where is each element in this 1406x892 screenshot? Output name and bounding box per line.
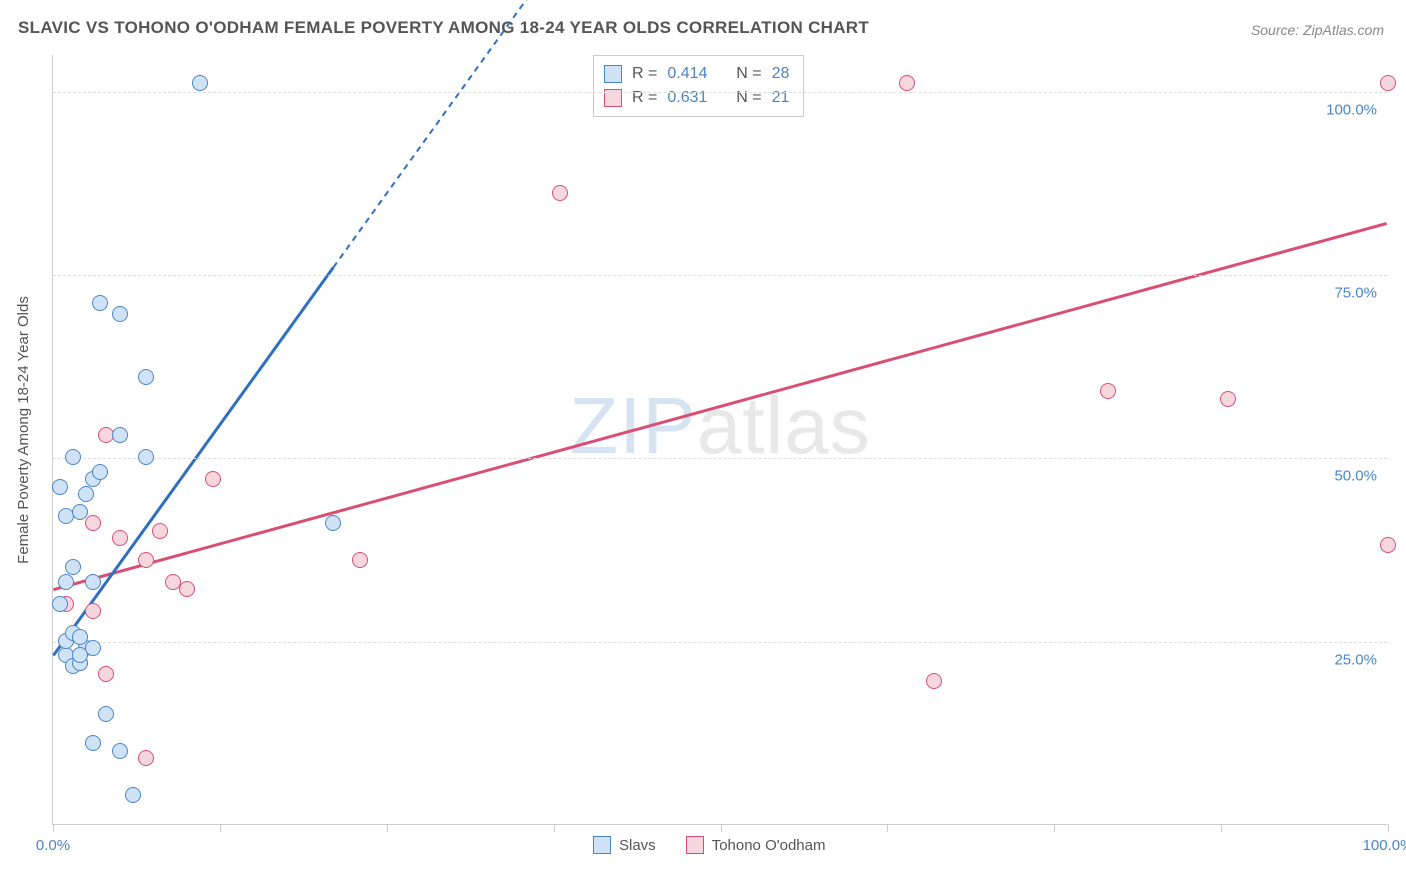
data-point-tohono xyxy=(179,581,195,597)
gridline-h xyxy=(53,275,1387,276)
data-point-slavs xyxy=(58,574,74,590)
data-point-tohono xyxy=(352,552,368,568)
x-tick xyxy=(1054,824,1055,832)
data-point-slavs xyxy=(112,743,128,759)
y-tick-label: 75.0% xyxy=(1334,285,1377,302)
data-point-slavs xyxy=(52,596,68,612)
series-legend: Slavs Tohono O'odham xyxy=(593,836,825,854)
gridline-h xyxy=(53,642,1387,643)
data-point-tohono xyxy=(112,530,128,546)
data-point-tohono xyxy=(138,552,154,568)
y-tick-label: 25.0% xyxy=(1334,651,1377,668)
data-point-slavs xyxy=(92,464,108,480)
data-point-slavs xyxy=(78,486,94,502)
slavs-n-value: 28 xyxy=(772,62,790,86)
x-tick xyxy=(887,824,888,832)
data-point-slavs xyxy=(138,369,154,385)
gridline-h xyxy=(53,458,1387,459)
data-point-slavs xyxy=(112,306,128,322)
x-tick-label: 0.0% xyxy=(36,837,70,854)
x-tick xyxy=(387,824,388,832)
r-label: R = xyxy=(632,62,657,86)
data-point-slavs xyxy=(72,629,88,645)
data-point-tohono xyxy=(1380,75,1396,91)
data-point-slavs xyxy=(125,787,141,803)
data-point-slavs xyxy=(98,706,114,722)
r-label: R = xyxy=(632,86,657,110)
x-tick xyxy=(1388,824,1389,832)
y-tick-label: 100.0% xyxy=(1326,101,1377,118)
legend-label-slavs: Slavs xyxy=(619,837,656,854)
x-tick xyxy=(53,824,54,832)
data-point-slavs xyxy=(52,479,68,495)
data-point-slavs xyxy=(112,427,128,443)
data-point-slavs xyxy=(138,449,154,465)
data-point-slavs xyxy=(85,640,101,656)
data-point-slavs xyxy=(325,515,341,531)
data-point-slavs xyxy=(92,295,108,311)
x-tick xyxy=(220,824,221,832)
data-point-slavs xyxy=(65,449,81,465)
gridline-h xyxy=(53,92,1387,93)
swatch-slavs xyxy=(604,65,622,83)
stats-row-slavs: R = 0.414 N = 28 xyxy=(604,62,789,86)
tohono-n-value: 21 xyxy=(772,86,790,110)
n-label: N = xyxy=(736,86,761,110)
y-tick-label: 50.0% xyxy=(1334,468,1377,485)
data-point-slavs xyxy=(85,574,101,590)
x-tick xyxy=(721,824,722,832)
regression-lines xyxy=(53,55,1387,824)
data-point-slavs xyxy=(192,75,208,91)
legend-label-tohono: Tohono O'odham xyxy=(712,837,826,854)
data-point-slavs xyxy=(65,559,81,575)
data-point-slavs xyxy=(85,735,101,751)
stats-row-tohono: R = 0.631 N = 21 xyxy=(604,86,789,110)
source-label: Source: ZipAtlas.com xyxy=(1251,22,1384,38)
data-point-tohono xyxy=(205,471,221,487)
n-label: N = xyxy=(736,62,761,86)
data-point-tohono xyxy=(1380,537,1396,553)
data-point-tohono xyxy=(1220,391,1236,407)
legend-item-tohono: Tohono O'odham xyxy=(686,836,826,854)
swatch-slavs xyxy=(593,836,611,854)
x-tick-label: 100.0% xyxy=(1363,837,1406,854)
slavs-r-value: 0.414 xyxy=(667,62,707,86)
data-point-tohono xyxy=(85,603,101,619)
swatch-tohono xyxy=(686,836,704,854)
plot-area: ZIPatlas R = 0.414 N = 28 R = 0.631 N = … xyxy=(52,55,1387,825)
data-point-tohono xyxy=(926,673,942,689)
data-point-tohono xyxy=(152,523,168,539)
stats-legend: R = 0.414 N = 28 R = 0.631 N = 21 xyxy=(593,55,804,117)
data-point-tohono xyxy=(552,185,568,201)
tohono-r-value: 0.631 xyxy=(667,86,707,110)
data-point-tohono xyxy=(1100,383,1116,399)
data-point-slavs xyxy=(72,504,88,520)
data-point-tohono xyxy=(85,515,101,531)
x-tick xyxy=(554,824,555,832)
x-tick xyxy=(1221,824,1222,832)
data-point-tohono xyxy=(98,666,114,682)
data-point-tohono xyxy=(899,75,915,91)
data-point-tohono xyxy=(138,750,154,766)
chart-title: SLAVIC VS TOHONO O'ODHAM FEMALE POVERTY … xyxy=(18,18,869,38)
legend-item-slavs: Slavs xyxy=(593,836,656,854)
y-axis-label: Female Poverty Among 18-24 Year Olds xyxy=(15,296,32,564)
